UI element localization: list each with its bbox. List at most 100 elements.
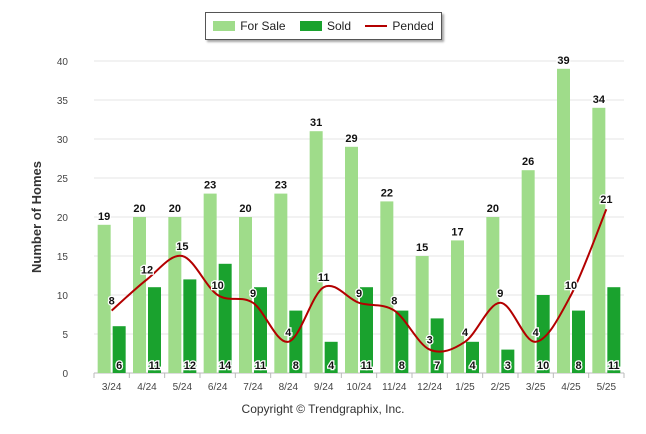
legend-label-pended: Pended <box>392 19 434 33</box>
data-label-for-sale: 20 <box>239 203 251 215</box>
x-axis-ticks: 3/24 4/24 5/24 6/24 7/24 8/24 9/24 10/24 11/24 12… <box>93 373 625 393</box>
bar-sold <box>183 279 197 373</box>
data-label-for-sale: 39 <box>557 55 569 67</box>
pended-line-path <box>111 208 608 353</box>
data-labels: 19 6 8 20 11 12 20 12 15 23 14 10 20 11 9 23 8 4 31 4 11 29 11… <box>97 54 621 374</box>
y-tick-label: 30 <box>57 135 69 146</box>
data-label-sold: 11 <box>255 360 267 372</box>
bar-for-sale <box>486 217 500 373</box>
y-axis-ticks: 0 5 10 15 20 25 30 35 40 <box>57 57 69 380</box>
data-label-sold: 4 <box>469 360 476 372</box>
bar-for-sale <box>239 217 252 373</box>
data-label-pended: 8 <box>391 296 397 308</box>
data-label-pended: 9 <box>250 288 256 300</box>
data-label-sold: 4 <box>328 360 335 372</box>
bar-sold <box>148 287 161 373</box>
x-tick-label: 1/25 <box>455 382 475 393</box>
x-tick-label: 8/24 <box>279 382 299 393</box>
x-tick-label: 12/24 <box>417 382 442 393</box>
data-label-for-sale: 20 <box>169 203 181 215</box>
data-label-pended: 10 <box>565 280 577 292</box>
y-tick-label: 15 <box>57 252 69 263</box>
x-tick-label: 5/25 <box>597 382 617 393</box>
legend-label-sold: Sold <box>326 19 351 33</box>
data-label-sold: 14 <box>219 360 232 372</box>
bar-sold <box>289 310 303 373</box>
x-tick-label: 6/24 <box>208 382 228 393</box>
x-tick-label: 4/24 <box>137 382 157 393</box>
data-label-sold: 10 <box>537 360 549 372</box>
y-tick-label: 10 <box>57 291 69 302</box>
data-label-sold: 7 <box>434 360 440 372</box>
data-label-pended: 4 <box>462 327 469 339</box>
data-label-sold: 11 <box>361 360 373 372</box>
data-label-for-sale: 15 <box>416 242 428 254</box>
data-label-sold: 11 <box>608 360 620 372</box>
copyright-credit: Copyright © Trendgraphix, Inc. <box>241 402 405 416</box>
bar-sold <box>430 318 444 373</box>
data-label-for-sale: 17 <box>451 226 463 238</box>
bar-sold <box>607 287 621 373</box>
bar-sold <box>324 341 338 373</box>
bar-for-sale <box>97 224 111 373</box>
data-label-for-sale: 19 <box>98 211 110 223</box>
legend: For Sale Sold Pended <box>205 12 442 40</box>
bar-sold <box>536 295 550 373</box>
bar-for-sale <box>345 146 358 373</box>
x-tick-label: 10/24 <box>346 382 371 393</box>
data-label-pended: 9 <box>497 288 503 300</box>
data-label-pended: 4 <box>533 327 540 339</box>
bar-sold <box>572 310 585 373</box>
x-tick-label: 2/25 <box>491 382 511 393</box>
bar-sold <box>395 310 409 373</box>
data-label-sold: 3 <box>505 360 511 372</box>
legend-label-for-sale: For Sale <box>240 19 286 33</box>
x-tick-label: 11/24 <box>382 382 407 393</box>
bar-sold <box>466 341 479 373</box>
y-tick-label: 40 <box>57 57 69 68</box>
x-tick-label: 3/24 <box>102 382 122 393</box>
data-label-pended: 8 <box>109 296 115 308</box>
data-label-for-sale: 23 <box>275 180 287 192</box>
bar-for-sale <box>592 107 606 374</box>
bar-for-sale <box>274 193 288 373</box>
data-label-for-sale: 20 <box>133 203 145 215</box>
bar-for-sale <box>203 193 217 373</box>
bar-sold <box>112 326 126 373</box>
pended-line <box>111 208 608 353</box>
data-label-sold: 12 <box>184 360 196 372</box>
bar-for-sale <box>380 201 394 373</box>
data-label-for-sale: 31 <box>310 117 322 129</box>
x-tick-label: 9/24 <box>314 382 334 393</box>
bar-for-sale <box>309 131 323 373</box>
bar-for-sale <box>415 256 429 373</box>
x-tick-label: 5/24 <box>173 382 193 393</box>
legend-item-sold[interactable]: Sold <box>299 19 351 33</box>
bar-sold <box>254 287 267 373</box>
y-tick-label: 0 <box>62 369 68 380</box>
bar-sold <box>218 263 232 373</box>
data-label-pended: 9 <box>356 288 362 300</box>
bar-for-sale <box>521 170 535 373</box>
x-tick-label: 4/25 <box>561 382 581 393</box>
x-tick-label: 3/25 <box>526 382 546 393</box>
data-label-pended: 10 <box>212 280 224 292</box>
legend-swatch-pended <box>365 25 388 27</box>
data-label-for-sale: 23 <box>204 180 216 192</box>
legend-swatch-sold <box>299 21 322 31</box>
data-label-for-sale: 34 <box>593 94 606 106</box>
data-label-sold: 6 <box>116 360 122 372</box>
y-tick-label: 20 <box>57 213 69 224</box>
bar-for-sale <box>557 68 570 374</box>
data-label-pended: 12 <box>141 264 153 276</box>
bar-for-sale <box>451 240 464 373</box>
bar-for-sale <box>133 217 146 373</box>
bars <box>97 68 621 374</box>
bar-sold <box>360 287 373 373</box>
y-tick-label: 35 <box>57 96 69 107</box>
data-label-sold: 8 <box>399 360 405 372</box>
data-label-pended: 3 <box>427 335 433 347</box>
legend-item-for-sale[interactable]: For Sale <box>213 19 286 33</box>
legend-item-pended[interactable]: Pended <box>365 19 434 33</box>
